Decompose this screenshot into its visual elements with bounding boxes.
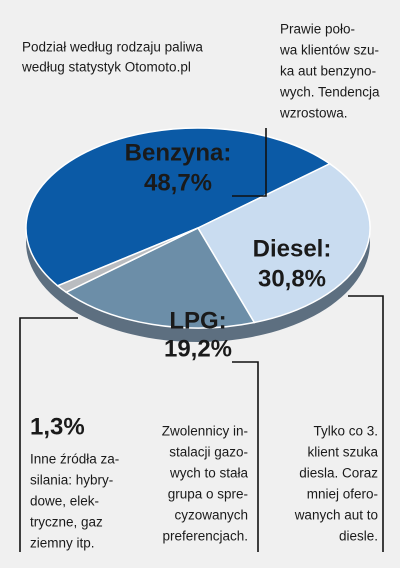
value-label: 30,8% (258, 265, 326, 292)
leader-lines (19, 128, 384, 552)
annotation: tryczne, gaz (30, 515, 103, 530)
annotation: diesle. (339, 529, 378, 544)
annotation: Tylko co 3. (313, 424, 378, 439)
annotation: wych. Tendencja (279, 85, 380, 100)
annotation: ziemny itp. (30, 536, 95, 551)
annotation: wych to stała (169, 466, 249, 481)
leader-line (348, 295, 384, 552)
leader-line (19, 317, 78, 552)
pie-slice (56, 227, 199, 294)
chart-title: Podział według rodzaju paliwa (22, 40, 203, 55)
annotation: Zwolennicy in- (162, 424, 248, 439)
annotation: Prawie poło- (280, 22, 355, 37)
leader-line (232, 361, 259, 552)
category-label: LPG: (169, 307, 226, 334)
annotation: wanych aut to (294, 508, 378, 523)
value-label: 1,3% (30, 413, 85, 440)
annotation: stalacji gazo- (169, 445, 248, 460)
labels: Benzyna: 48,7% Diesel: 30,8% LPG:19,2% 1,3% Pr… (30, 22, 380, 551)
pie-slice (196, 162, 371, 324)
category-label: Benzyna: (125, 139, 232, 166)
annotation: cyzowanych (174, 508, 248, 523)
chart-subtitle: według statystyk Otomoto.pl (21, 60, 191, 75)
annotation: dowe, elek- (30, 494, 99, 509)
annotation: ka aut benzyno- (280, 64, 376, 79)
annotation: preferencjach. (162, 529, 248, 544)
value-label: 19,2% (164, 335, 232, 362)
pie (25, 127, 371, 342)
leader-line (232, 128, 267, 197)
pie-slice (64, 227, 256, 329)
annotation: klient szuka (307, 445, 378, 460)
annotation: silania: hybry- (30, 473, 113, 488)
pie-slice (25, 127, 332, 287)
annotation: wa klientów szu- (279, 43, 379, 58)
annotation: grupa o spre- (168, 487, 248, 502)
value-label: 48,7% (144, 169, 212, 196)
annotation: mniej ofero- (307, 487, 378, 502)
annotation: diesla. Coraz (299, 466, 378, 481)
annotation: wzrostowa. (279, 106, 348, 121)
annotation: Inne źródła za- (30, 452, 119, 467)
category-label: Diesel: (253, 235, 332, 262)
